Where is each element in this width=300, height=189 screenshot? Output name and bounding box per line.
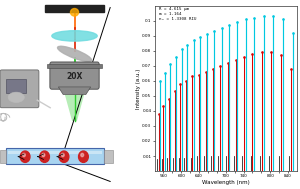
Bar bbox=[7, 79, 26, 93]
Ellipse shape bbox=[58, 46, 92, 61]
X-axis label: Wavelength (nm): Wavelength (nm) bbox=[202, 180, 250, 185]
Text: 20X: 20X bbox=[66, 72, 83, 81]
Circle shape bbox=[40, 151, 50, 162]
Y-axis label: Intensity (a.u.): Intensity (a.u.) bbox=[136, 68, 141, 108]
Polygon shape bbox=[65, 94, 84, 121]
Circle shape bbox=[79, 151, 88, 162]
Polygon shape bbox=[58, 87, 91, 94]
Ellipse shape bbox=[70, 9, 79, 16]
Text: R = 4.615 μm
m = 1.164
nₐ = 1.3308 RIU: R = 4.615 μm m = 1.164 nₐ = 1.3308 RIU bbox=[159, 7, 196, 21]
Bar bbox=[7, 148, 104, 164]
Circle shape bbox=[81, 153, 84, 157]
Circle shape bbox=[59, 151, 69, 162]
FancyBboxPatch shape bbox=[50, 62, 99, 89]
Bar bbox=[8, 151, 102, 154]
Bar bbox=[45, 5, 104, 12]
Circle shape bbox=[42, 153, 45, 157]
Bar bbox=[0, 150, 7, 163]
Ellipse shape bbox=[52, 31, 97, 41]
Circle shape bbox=[22, 153, 26, 157]
Ellipse shape bbox=[8, 92, 24, 103]
Circle shape bbox=[20, 151, 30, 162]
FancyBboxPatch shape bbox=[0, 70, 39, 108]
Bar bbox=[104, 150, 113, 163]
Circle shape bbox=[61, 153, 64, 157]
Bar bbox=[47, 64, 102, 68]
